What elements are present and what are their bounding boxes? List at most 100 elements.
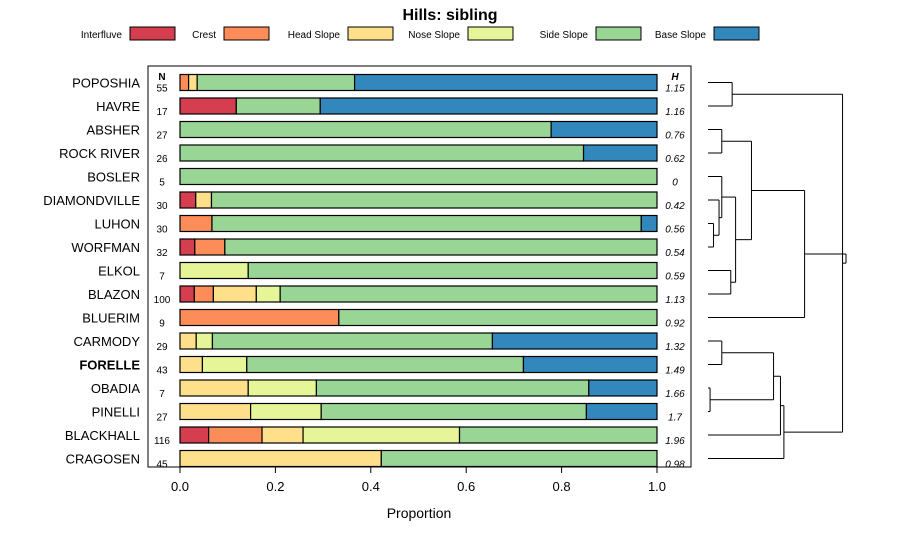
legend-label: Nose Slope	[408, 30, 460, 41]
row-h-value: 0	[672, 178, 678, 189]
bar-segment-head-slope	[187, 73, 198, 92]
bar-segment-interfluve	[179, 285, 195, 303]
row-n-value: 5	[159, 178, 165, 189]
row-h-value: 0.62	[665, 154, 685, 165]
bar-segment-crest	[194, 238, 226, 256]
row-h-value: 0.54	[665, 248, 685, 259]
x-axis-label: Proportion	[387, 505, 452, 521]
row-h-value: 0.76	[665, 131, 685, 142]
row-h-value: 0.56	[665, 225, 685, 236]
row-label: BOSLER	[87, 170, 140, 185]
row-n-value: 45	[156, 460, 168, 471]
row-label: CARMODY	[74, 334, 141, 349]
row-n-value: 27	[156, 131, 168, 142]
legend-swatch	[595, 26, 642, 41]
row-n-value: 100	[154, 295, 171, 306]
bar-segment-base-slope	[585, 402, 658, 421]
legend: Interfluve Crest Head Slope Nose Slope Side …	[81, 26, 760, 41]
row-n-value: 7	[159, 389, 165, 400]
bar-segment-side-slope	[210, 191, 658, 209]
bar-segment-head-slope	[179, 332, 197, 350]
bar-segment-side-slope	[279, 285, 658, 303]
bar-segment-base-slope	[588, 379, 658, 397]
bar-segment-head-slope	[179, 379, 249, 397]
bar-segment-base-slope	[319, 97, 658, 115]
bar-segment-head-slope	[179, 449, 382, 468]
bar-segment-base-slope	[550, 120, 658, 139]
row-h-value: 1.13	[665, 295, 685, 306]
row-label: OBADIA	[91, 381, 140, 396]
row-n-value: 55	[156, 84, 168, 95]
legend-label: Head Slope	[288, 30, 341, 41]
row-label: POPOSHIA	[72, 76, 140, 91]
row-label: BLUERIM	[82, 311, 140, 326]
row-h-value: 1.96	[665, 436, 685, 447]
x-tick-label: 0.2	[266, 479, 284, 494]
bar-segment-head-slope	[261, 426, 304, 444]
row-n-value: 43	[156, 366, 168, 377]
bar-segment-side-slope	[247, 261, 658, 280]
x-tick-label: 0.0	[171, 479, 189, 494]
row-label: ROCK RIVER	[59, 146, 140, 161]
row-n-value: 27	[156, 413, 168, 424]
bar-segment-side-slope	[315, 379, 590, 397]
h-column: H 1.15 1.16 0.76 0.62 0 0.42 0.56 0.54 0.59 1.13 0…	[665, 72, 685, 471]
bar-segment-side-slope	[211, 214, 642, 233]
row-n-value: 30	[156, 225, 168, 236]
bar-segment-side-slope	[179, 120, 552, 139]
row-n-value: 26	[156, 154, 168, 165]
row-h-value: 0.42	[665, 201, 685, 212]
x-tick-label: 0.6	[457, 479, 475, 494]
row-n-value: 29	[156, 342, 168, 353]
bar-segment-side-slope	[338, 308, 658, 327]
row-n-value: 17	[156, 107, 168, 118]
bar-segment-base-slope	[522, 355, 658, 374]
bar-segment-nose-slope	[195, 332, 214, 350]
row-h-value: 1.15	[665, 84, 685, 95]
row-label: BLACKHALL	[65, 428, 140, 443]
legend-swatch	[467, 26, 514, 41]
legend-label: Interfluve	[81, 30, 123, 41]
bar-segment-side-slope	[179, 167, 658, 186]
bar-segment-side-slope	[458, 426, 658, 444]
row-label: FORELLE	[79, 358, 140, 373]
legend-swatch	[129, 26, 176, 41]
h-header: H	[671, 72, 679, 83]
row-h-value: 0.59	[665, 272, 685, 283]
bar-segment-nose-slope	[255, 285, 281, 303]
row-n-value: 9	[159, 319, 165, 330]
row-label: CRAGOSEN	[66, 452, 140, 467]
row-n-value: 30	[156, 201, 168, 212]
row-label: ABSHER	[87, 123, 140, 138]
legend-swatch	[347, 26, 394, 41]
bar-segment-nose-slope	[201, 355, 248, 374]
bar-segment-base-slope	[353, 73, 658, 92]
legend-label: Crest	[192, 30, 216, 41]
bar-segment-crest	[179, 308, 340, 327]
bar-segment-nose-slope	[247, 379, 318, 397]
row-h-value: 1.7	[668, 413, 682, 424]
bar-segment-head-slope	[179, 355, 204, 374]
bar-segment-head-slope	[179, 402, 252, 421]
x-tick-label: 1.0	[648, 479, 666, 494]
legend-swatch	[713, 26, 760, 41]
bar-segment-base-slope	[582, 144, 658, 162]
legend-label: Side Slope	[540, 30, 589, 41]
bar-segment-side-slope	[235, 97, 321, 115]
x-axis: 0.0 0.2 0.4 0.6 0.8 1.0	[171, 467, 666, 494]
legend-swatch	[223, 26, 270, 41]
bar-segment-side-slope	[211, 332, 494, 350]
bar-segment-crest	[193, 285, 214, 303]
row-h-value: 1.32	[665, 342, 685, 353]
bar-segment-base-slope	[640, 214, 658, 233]
bar-segment-interfluve	[179, 426, 210, 444]
row-label: BLAZON	[88, 287, 140, 302]
n-column: N 55 17 27 26 5 30 30 32 7 100 9 29 43 7 27 116 45	[154, 72, 171, 471]
bar-segment-side-slope	[179, 144, 585, 162]
row-h-value: 0.92	[665, 319, 685, 330]
legend-label: Base Slope	[655, 30, 707, 41]
chart-title: Hills: sibling	[402, 7, 497, 24]
bar-segment-crest	[179, 73, 190, 92]
row-label: HAVRE	[96, 99, 140, 114]
